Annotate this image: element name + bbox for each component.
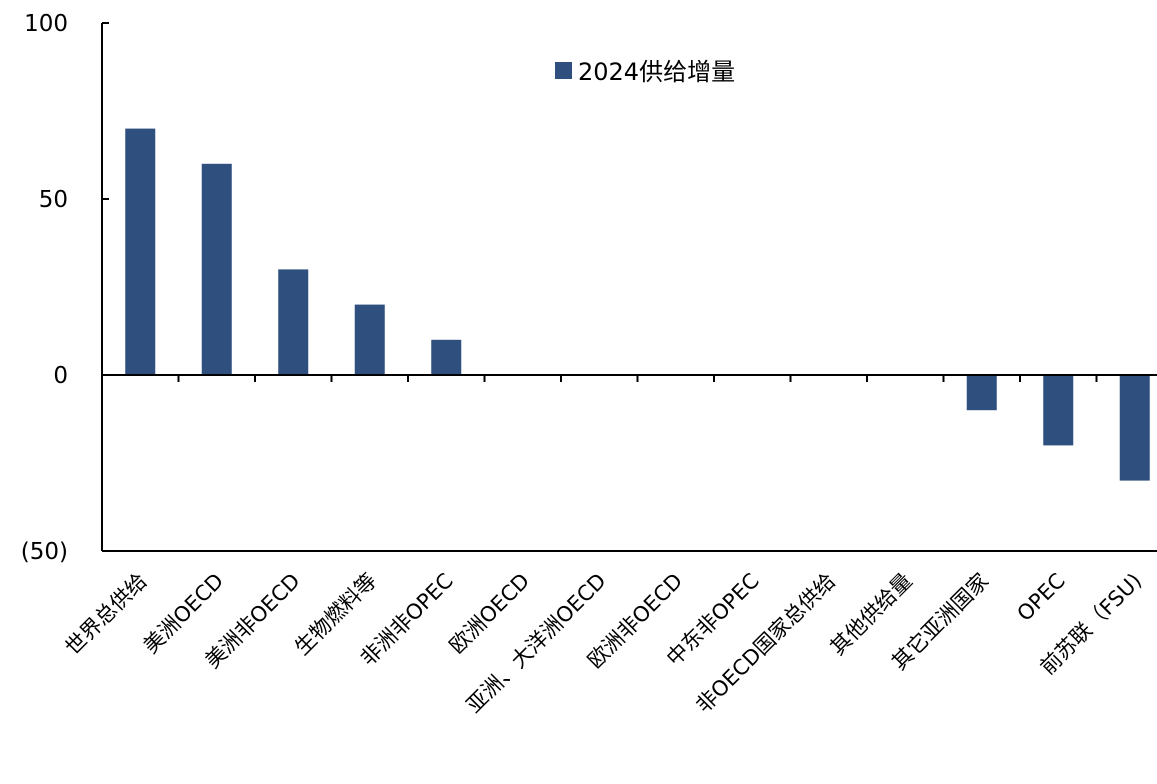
bar-2 [201, 163, 232, 375]
category-label: OPEC [1012, 569, 1069, 626]
category-label: 世界总供给 [61, 569, 152, 660]
bar-3 [278, 269, 309, 375]
y-tick-label: (50) [21, 539, 68, 565]
bar-4 [354, 304, 385, 375]
category-label: 非OECD国家总供给 [691, 569, 840, 718]
legend-label: 2024供给增量 [578, 58, 735, 86]
y-tick-label: 100 [24, 11, 68, 37]
bar-13 [1043, 375, 1074, 446]
legend-swatch [555, 62, 572, 79]
bar-1 [125, 128, 156, 375]
bar-5 [431, 339, 462, 375]
category-label: 亚洲、大洋洲OECD [462, 569, 611, 718]
y-tick-label: 50 [39, 187, 68, 213]
y-tick-label: 0 [53, 363, 68, 389]
bar-12 [966, 375, 997, 411]
bar-14 [1119, 375, 1150, 481]
